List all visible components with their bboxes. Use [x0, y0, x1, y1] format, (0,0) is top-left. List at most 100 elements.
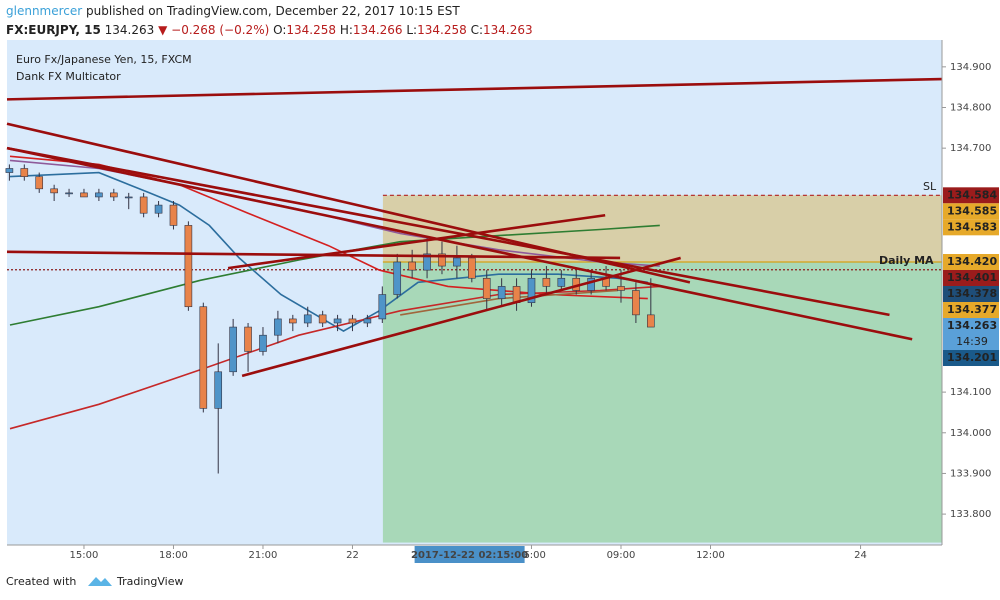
price-label-box	[943, 203, 999, 220]
price-label: 134.401	[947, 271, 997, 284]
x-tick-label: 22	[346, 550, 359, 561]
candle-body	[214, 371, 223, 409]
crosshair-label: 2017-12-22 02:15:00	[411, 550, 528, 561]
footer-brand[interactable]: TradingView	[116, 575, 183, 588]
h-value: 134.266	[353, 23, 403, 37]
c-label: C:	[471, 23, 483, 37]
l-label: L:	[406, 23, 417, 37]
price-label: 134.585	[947, 204, 997, 217]
countdown-box	[943, 334, 999, 351]
trendline	[6, 146, 890, 317]
y-tick-label: 133.900	[950, 468, 991, 479]
target-zone	[382, 262, 942, 543]
candle-body	[587, 277, 595, 291]
y-tick-label: 134.100	[950, 387, 991, 398]
y-tick-label: 134.700	[950, 143, 991, 154]
candle-body	[542, 277, 551, 287]
o-value: 134.258	[286, 23, 336, 37]
candle-body	[124, 196, 133, 199]
x-tick-label: 18:00	[159, 550, 188, 561]
daily-ma-annotation: Daily MA	[879, 254, 934, 267]
candle-body	[50, 188, 58, 194]
candle-body	[110, 192, 118, 198]
candle-body	[647, 314, 655, 328]
trendline	[6, 77, 943, 101]
candle-body	[527, 277, 536, 303]
y-tick-label: 134.000	[950, 428, 991, 439]
candle-body	[229, 326, 237, 373]
legend-symbol: Euro Fx/Japanese Yen, 15, FXCM	[16, 53, 192, 66]
c-value: 134.263	[483, 23, 533, 37]
stop-zone	[382, 195, 942, 263]
crosshair-box	[414, 546, 525, 563]
o-label: O:	[273, 23, 286, 37]
trendline	[241, 256, 681, 378]
candle-body	[154, 204, 163, 214]
trendline	[6, 146, 913, 341]
price-label-box	[943, 286, 999, 303]
candle-body	[348, 318, 357, 324]
candle-body	[378, 294, 387, 320]
candle-body	[95, 192, 103, 198]
sl-annotation: SL	[923, 180, 937, 193]
price-label: 134.263	[947, 319, 997, 332]
price-label-box	[943, 270, 999, 287]
last: 134.263	[105, 23, 155, 37]
x-tick-label: 15:00	[70, 550, 99, 561]
price-label-box	[943, 254, 999, 271]
candle-body	[557, 277, 566, 287]
candle-body	[333, 318, 342, 324]
candle-body	[632, 290, 640, 316]
published: published on TradingView.com, December 2…	[86, 4, 460, 18]
legend-indicator: Dank FX Multicator	[16, 70, 121, 83]
x-tick-label: 06:00	[517, 550, 546, 561]
candle-body	[5, 168, 14, 173]
candle-body	[617, 286, 625, 291]
moving-average	[9, 171, 648, 333]
price-label: 134.420	[947, 255, 997, 268]
candle-body	[35, 176, 44, 190]
candle-body	[438, 253, 446, 267]
price-label: 134.378	[947, 287, 997, 300]
plot	[5, 77, 943, 543]
candle-body	[65, 192, 73, 195]
price-label: 134.583	[947, 220, 997, 233]
price-label-box	[943, 350, 999, 367]
author[interactable]: glennmercer	[6, 4, 82, 18]
countdown: 14:39	[956, 335, 988, 348]
candle-body	[363, 318, 372, 324]
candle-body	[303, 314, 312, 324]
y-tick-label: 134.900	[950, 62, 991, 73]
symbol: FX:EURJPY, 15	[6, 23, 101, 37]
candle-body	[497, 286, 506, 299]
candle-body	[423, 253, 431, 271]
candle-body	[274, 318, 282, 336]
candle-body	[259, 334, 267, 352]
candle-body	[468, 257, 476, 279]
axes: 134.900 134.800 134.700 134.100 134.000 133.9…	[70, 62, 999, 563]
price-label-box	[943, 187, 999, 204]
y-tick-label: 134.800	[950, 102, 991, 113]
candle-body	[408, 261, 416, 271]
price-label: 134.377	[947, 303, 997, 316]
x-tick-label: 24	[854, 550, 867, 561]
candle-body	[199, 306, 208, 409]
price-label: 134.584	[947, 188, 997, 201]
h-label: H:	[340, 23, 353, 37]
x-tick-label: 12:00	[696, 550, 725, 561]
footer-created: Created with	[6, 575, 76, 588]
candle-body	[453, 257, 461, 267]
candle-body	[80, 192, 88, 198]
candle-body	[184, 225, 193, 308]
trendline	[227, 213, 606, 270]
x-tick-label: 21:00	[249, 550, 278, 561]
price-label: 134.201	[947, 351, 997, 364]
price-label-box	[943, 318, 999, 335]
price-label-box	[943, 302, 999, 319]
change: ▼ −0.268 (−0.2%)	[158, 23, 269, 37]
symbol-line: FX:EURJPY, 15 134.263 ▼ −0.268 (−0.2%) O…	[6, 23, 533, 37]
y-tick-label: 133.800	[950, 509, 991, 520]
header-line: glennmercer published on TradingView.com…	[6, 4, 460, 18]
price-label-box	[943, 219, 999, 236]
